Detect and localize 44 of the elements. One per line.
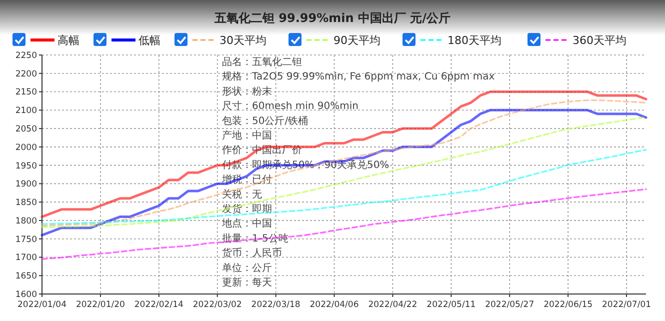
annotation: 规格：Ta2O5 99.99%min, Fe 6ppm max, Cu 6ppm max: [222, 70, 495, 83]
y-tick-label: 2000: [15, 142, 37, 153]
legend-label: 90天平均: [334, 34, 380, 47]
annotation: 产地：中国: [222, 130, 272, 142]
x-tick-label: 2022/04/22: [368, 300, 418, 310]
legend-label: 180天平均: [448, 34, 502, 47]
annotation: 形状：粉末: [222, 85, 272, 98]
x-tick-label: 2022/02/14: [134, 300, 184, 310]
annotation: 地点：中国: [221, 218, 272, 230]
y-tick-label: 2050: [15, 124, 37, 135]
annotation: 货币：人民币: [222, 247, 282, 260]
x-tick-label: 2022/05/11: [426, 300, 476, 310]
annotation: 品名：五氧化二钽: [222, 56, 302, 68]
x-tick-label: 2022/04/06: [310, 300, 359, 310]
annotation: 尺寸：60mesh min 90%min: [222, 100, 358, 112]
y-tick-label: 1800: [15, 216, 37, 226]
annotation: 关税：无: [222, 188, 262, 200]
y-tick-label: 2150: [15, 88, 37, 98]
x-tick-label: 2022/01/04: [18, 300, 66, 310]
annotation: 包装：50公斤/铁桶: [222, 114, 308, 127]
y-tick-label: 1950: [15, 161, 37, 172]
y-tick-label: 2250: [15, 50, 37, 61]
x-tick-label: 2022/03/02: [192, 300, 242, 310]
annotation: 单位：公斤: [222, 262, 272, 274]
x-tick-label: 2022/05/27: [485, 300, 534, 310]
x-tick-label: 2022/03/18: [251, 300, 300, 310]
y-tick-label: 1850: [15, 198, 37, 208]
y-tick-label: 1700: [15, 253, 37, 264]
y-tick-label: 2100: [15, 106, 37, 116]
x-tick-label: 2022/06/15: [544, 300, 593, 310]
y-tick-label: 1650: [15, 272, 37, 282]
legend-label: 高幅: [58, 34, 80, 47]
annotation: 作价：中国出厂价: [221, 144, 302, 156]
x-tick-label: 2022/07/01: [602, 300, 652, 310]
legend-label: 低幅: [138, 34, 160, 47]
y-tick-label: 1750: [15, 234, 37, 245]
annotation: 更新：每天: [222, 276, 272, 288]
y-tick-label: 1600: [15, 290, 37, 300]
y-tick-label: 2200: [15, 69, 37, 80]
legend-label: 30天平均: [220, 34, 266, 47]
chart-title: 五氧化二钽 99.99%min 中国出厂 元/公斤: [213, 11, 451, 25]
x-tick-label: 2022/01/20: [76, 300, 125, 310]
y-tick-label: 1900: [15, 180, 37, 190]
legend-label: 360天平均: [572, 34, 626, 47]
